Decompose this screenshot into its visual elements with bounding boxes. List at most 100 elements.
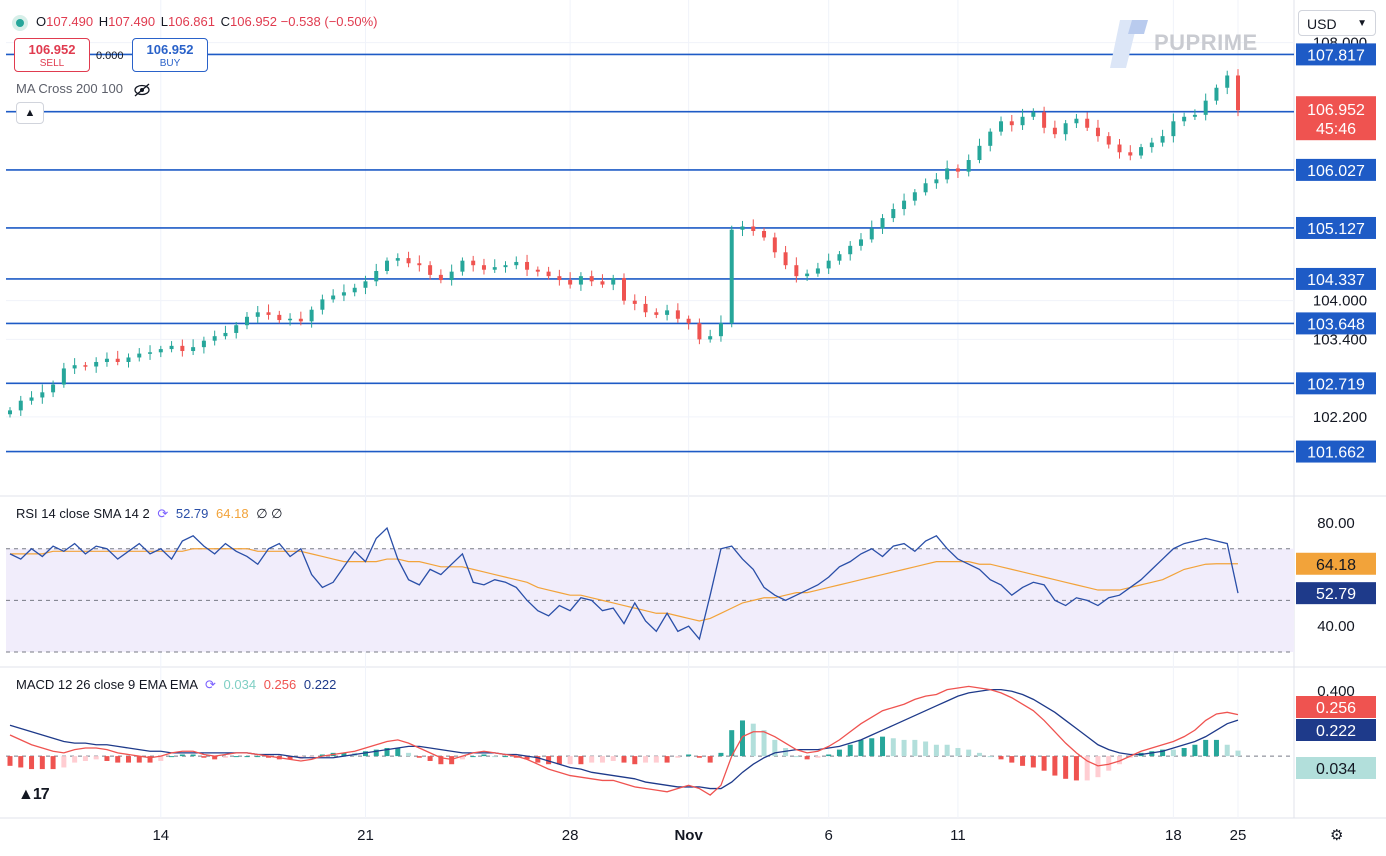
macd-histogram-bar — [1095, 756, 1101, 778]
macd-histogram-bar — [319, 754, 325, 757]
candle-body — [40, 392, 45, 398]
candle-body — [1128, 152, 1133, 156]
macd-histogram-bar — [761, 730, 767, 757]
candle-body — [212, 336, 217, 341]
macd-histogram-bar — [1052, 756, 1058, 776]
sell-price: 106.952 — [28, 42, 76, 57]
sell-button[interactable]: 106.952 SELL — [14, 38, 90, 72]
candle-body — [1117, 144, 1122, 153]
eye-hidden-icon[interactable] — [133, 83, 151, 97]
candle-body — [891, 209, 896, 219]
price-level-tag — [1296, 216, 1376, 239]
macd-histogram-bar — [190, 754, 196, 757]
macd-histogram-bar — [998, 756, 1004, 760]
brand-name: PUPRIME — [1154, 29, 1258, 55]
ohlc-legend: O107.490 H107.490 L106.861 C106.952 −0.5… — [16, 14, 378, 29]
macd-histogram-bar — [1041, 756, 1047, 771]
candle-body — [912, 192, 917, 201]
chevron-down-icon: ▼ — [1357, 18, 1367, 29]
currency-select[interactable]: USD ▼ — [1298, 10, 1376, 36]
buy-button[interactable]: 106.952 BUY — [132, 38, 208, 72]
candle-body — [740, 226, 745, 230]
macd-histogram-bar — [793, 756, 799, 758]
macd-legend[interactable]: MACD 12 26 close 9 EMA EMA ⟳ 0.034 0.256… — [16, 677, 336, 693]
candle-body — [966, 160, 971, 172]
high-value: 107.490 — [108, 14, 156, 29]
candle-body — [999, 121, 1004, 132]
candle-body — [83, 365, 88, 367]
candle-body — [600, 281, 605, 285]
brand-logo-icon — [1110, 20, 1148, 68]
rsi-ma-value: 64.18 — [216, 506, 249, 521]
macd-histogram-bar — [955, 748, 961, 757]
macd-histogram-bar — [222, 756, 228, 758]
macd-histogram-bar — [535, 756, 541, 763]
candle-body — [869, 228, 874, 240]
macd-histogram-bar — [1030, 756, 1036, 768]
macd-histogram-bar — [50, 756, 56, 770]
candle-body — [341, 292, 346, 296]
close-label: C — [220, 14, 231, 29]
candle-body — [1009, 121, 1014, 126]
low-label: L — [160, 14, 168, 29]
macd-histogram-bar — [1224, 744, 1230, 757]
macd-histogram-bar — [179, 754, 185, 757]
open-label: O — [36, 14, 47, 29]
currency-value: USD — [1307, 16, 1337, 32]
rsi-tick-label: 40.00 — [1317, 618, 1355, 635]
macd-histogram-bar — [395, 748, 401, 757]
macd-histogram-bar — [869, 738, 875, 757]
collapse-legend-button[interactable]: ▲ — [16, 102, 44, 124]
candle-body — [772, 237, 777, 253]
macd-histogram-bar — [169, 756, 175, 758]
candle-body — [815, 268, 820, 274]
price-level-tag — [1296, 312, 1376, 335]
countdown-text: 45:46 — [1316, 121, 1356, 138]
price-level-tag-text: 104.337 — [1307, 272, 1365, 289]
macd-histogram-bar — [1117, 756, 1123, 765]
candle-body — [708, 336, 713, 340]
overlay-legend[interactable]: MA Cross 200 100 — [16, 81, 151, 97]
macd-label: MACD 12 26 close 9 EMA EMA — [16, 677, 198, 692]
candle-body — [880, 218, 885, 229]
macd-histogram-bar — [427, 756, 433, 761]
rsi-legend[interactable]: RSI 14 close SMA 14 2 ⟳ 52.79 64.18 ∅ ∅ — [16, 506, 282, 522]
macd-histogram-bar — [341, 752, 347, 757]
gear-icon[interactable]: ⚙ — [1330, 827, 1344, 844]
candle-body — [460, 260, 465, 272]
macd-histogram-bar — [72, 756, 78, 763]
macd-histogram-bar — [653, 756, 659, 763]
macd-histogram-bar — [589, 756, 595, 763]
rsi-ma-line — [10, 548, 1238, 622]
candle-body — [1031, 112, 1036, 117]
macd-line — [9, 685, 1239, 796]
price-level-tag-text: 103.648 — [1307, 316, 1365, 333]
x-tick-label: 6 — [824, 827, 832, 844]
candle-body — [320, 299, 325, 310]
price-level-tag — [1296, 158, 1376, 181]
macd-histogram-bar — [115, 756, 121, 763]
macd-hist-value: 0.034 — [223, 677, 257, 692]
macd-signal-tag-text: 0.222 — [1316, 723, 1356, 740]
macd-histogram-bar — [1181, 748, 1187, 757]
candle-body — [1106, 136, 1111, 145]
macd-histogram-bar — [244, 756, 250, 758]
candle-body — [503, 265, 508, 268]
candle-body — [611, 278, 616, 285]
candle-body — [643, 303, 648, 313]
candle-body — [665, 310, 670, 315]
candle-body — [697, 323, 702, 340]
candle-body — [8, 410, 12, 415]
macd-histogram-bar — [82, 756, 88, 761]
candle-body — [1214, 87, 1219, 101]
candle-body — [277, 314, 282, 321]
macd-histogram-bar — [632, 756, 638, 765]
rsi-value: 52.79 — [175, 506, 209, 521]
tradingview-logo[interactable]: ▲17 — [18, 786, 50, 803]
candle-body — [492, 267, 497, 270]
macd-histogram-bar — [1203, 739, 1209, 757]
macd-histogram-bar — [847, 744, 853, 757]
price-level-tag — [1296, 440, 1376, 463]
candle-body — [406, 258, 411, 264]
